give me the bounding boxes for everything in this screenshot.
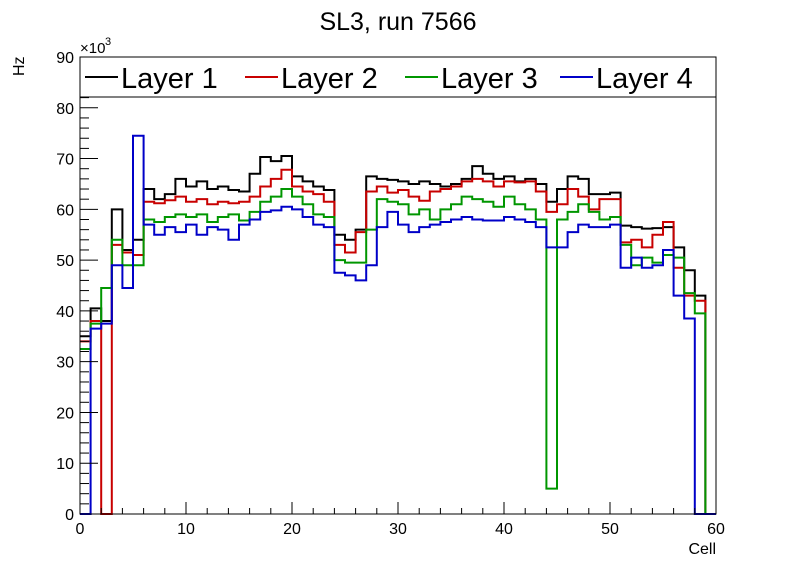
y-tick-label: 10 <box>56 456 74 473</box>
legend-label-1: Layer 1 <box>121 63 218 95</box>
y-tick-label: 90 <box>56 50 74 67</box>
y-exponent-power: 3 <box>105 36 111 48</box>
legend-label-3: Layer 3 <box>441 63 538 95</box>
legend-box <box>79 56 717 98</box>
y-tick-label: 70 <box>56 152 74 169</box>
x-tick-label: 50 <box>601 521 619 538</box>
y-tick-label: 80 <box>56 101 74 118</box>
x-tick-label: 60 <box>707 521 725 538</box>
y-axis-label: Hz <box>11 56 28 76</box>
series-line-layer-3 <box>80 188 716 515</box>
y-exponent: ×10 3 <box>80 36 111 57</box>
x-tick-label: 10 <box>177 521 195 538</box>
series-line-layer-1 <box>80 155 716 515</box>
y-tick-label: 60 <box>56 202 74 219</box>
series-line-layer-2 <box>80 168 716 515</box>
y-exponent-base: ×10 <box>80 40 105 57</box>
y-tick-label: 40 <box>56 304 74 321</box>
x-tick-label: 30 <box>389 521 407 538</box>
legend-label-4: Layer 4 <box>596 63 693 95</box>
x-tick-label: 40 <box>495 521 513 538</box>
y-tick-label: 0 <box>65 507 74 524</box>
x-tick-label: 0 <box>76 521 85 538</box>
series-layer <box>80 134 716 515</box>
legend: Layer 1 Layer 2 Layer 3 Layer 4 <box>79 56 717 98</box>
y-tick-label: 30 <box>56 355 74 372</box>
chart-title: SL3, run 7566 <box>319 8 476 36</box>
x-axis-label: Cell <box>688 541 716 558</box>
x-tick-label: 20 <box>283 521 301 538</box>
y-tick-label: 20 <box>56 405 74 422</box>
series-line-layer-4 <box>80 134 716 515</box>
y-tick-label: 50 <box>56 253 74 270</box>
legend-label-2: Layer 2 <box>281 63 378 95</box>
